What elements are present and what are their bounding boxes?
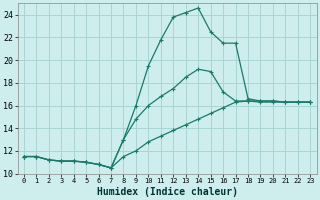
- X-axis label: Humidex (Indice chaleur): Humidex (Indice chaleur): [97, 186, 237, 197]
